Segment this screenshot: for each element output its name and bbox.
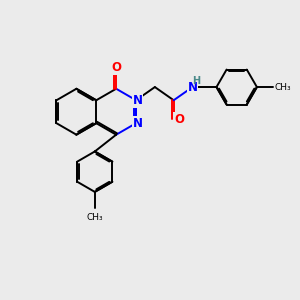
Text: O: O <box>174 113 184 126</box>
Text: N: N <box>133 117 142 130</box>
Text: CH₃: CH₃ <box>86 212 103 221</box>
Text: N: N <box>188 81 197 94</box>
Text: N: N <box>133 94 142 107</box>
Text: CH₃: CH₃ <box>274 82 291 91</box>
Text: H: H <box>192 76 200 85</box>
Text: O: O <box>111 61 121 74</box>
